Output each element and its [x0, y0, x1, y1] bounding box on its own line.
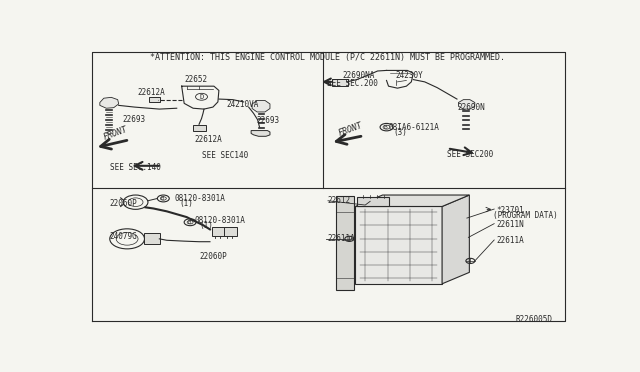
Text: B: B — [383, 125, 387, 129]
Text: 24210VA: 24210VA — [227, 100, 259, 109]
Text: FRONT: FRONT — [102, 125, 129, 142]
Text: 22693: 22693 — [122, 115, 145, 124]
Polygon shape — [100, 97, 118, 108]
Text: B: B — [161, 196, 164, 201]
Text: 24079G: 24079G — [110, 232, 138, 241]
Text: 22060P: 22060P — [199, 252, 227, 261]
Text: FRONT: FRONT — [337, 121, 364, 138]
Bar — [355, 206, 442, 284]
Text: 22612A: 22612A — [194, 135, 222, 144]
Text: R226005D: R226005D — [515, 315, 552, 324]
Text: SEE SEC.140: SEE SEC.140 — [110, 163, 161, 172]
Text: 08120-8301A: 08120-8301A — [194, 216, 245, 225]
Text: (3): (3) — [394, 128, 407, 137]
Polygon shape — [252, 100, 270, 112]
Polygon shape — [442, 195, 469, 284]
Text: 24230Y: 24230Y — [395, 71, 422, 80]
Text: 22612: 22612 — [327, 196, 350, 205]
Text: 22652: 22652 — [184, 74, 207, 83]
FancyBboxPatch shape — [212, 227, 225, 236]
FancyBboxPatch shape — [356, 197, 388, 206]
FancyBboxPatch shape — [332, 79, 348, 86]
Text: (1): (1) — [199, 221, 213, 230]
FancyBboxPatch shape — [149, 97, 160, 102]
FancyBboxPatch shape — [193, 125, 207, 131]
Text: *23701: *23701 — [497, 206, 524, 215]
Polygon shape — [251, 131, 270, 136]
Text: 22060P: 22060P — [110, 199, 138, 208]
Text: SEE SEC200: SEE SEC200 — [447, 150, 493, 158]
Text: 22611A: 22611A — [497, 236, 524, 246]
Polygon shape — [355, 195, 469, 206]
Text: 22690N: 22690N — [457, 103, 484, 112]
Polygon shape — [458, 100, 475, 109]
FancyBboxPatch shape — [225, 227, 237, 236]
Text: 22612A: 22612A — [137, 88, 164, 97]
Text: 22693: 22693 — [256, 116, 279, 125]
Text: 08120-8301A: 08120-8301A — [174, 194, 225, 203]
Text: 08IA6-6121A: 08IA6-6121A — [388, 123, 440, 132]
Text: 22690NA: 22690NA — [343, 71, 375, 80]
Text: 22611A: 22611A — [327, 234, 355, 243]
Polygon shape — [337, 196, 355, 289]
Text: SEE SEC.200: SEE SEC.200 — [326, 79, 378, 88]
Text: D: D — [200, 94, 204, 100]
Text: B: B — [188, 220, 191, 225]
Text: SEE SEC140: SEE SEC140 — [202, 151, 248, 160]
FancyBboxPatch shape — [144, 233, 160, 244]
Text: (PROGRAM DATA): (PROGRAM DATA) — [493, 211, 558, 220]
Text: *ATTENTION: THIS ENGINE CONTROL MODULE (P/C 22611N) MUST BE PROGRAMMED.: *ATTENTION: THIS ENGINE CONTROL MODULE (… — [150, 53, 506, 62]
Text: (1): (1) — [179, 199, 193, 208]
Text: 22611N: 22611N — [497, 220, 524, 229]
